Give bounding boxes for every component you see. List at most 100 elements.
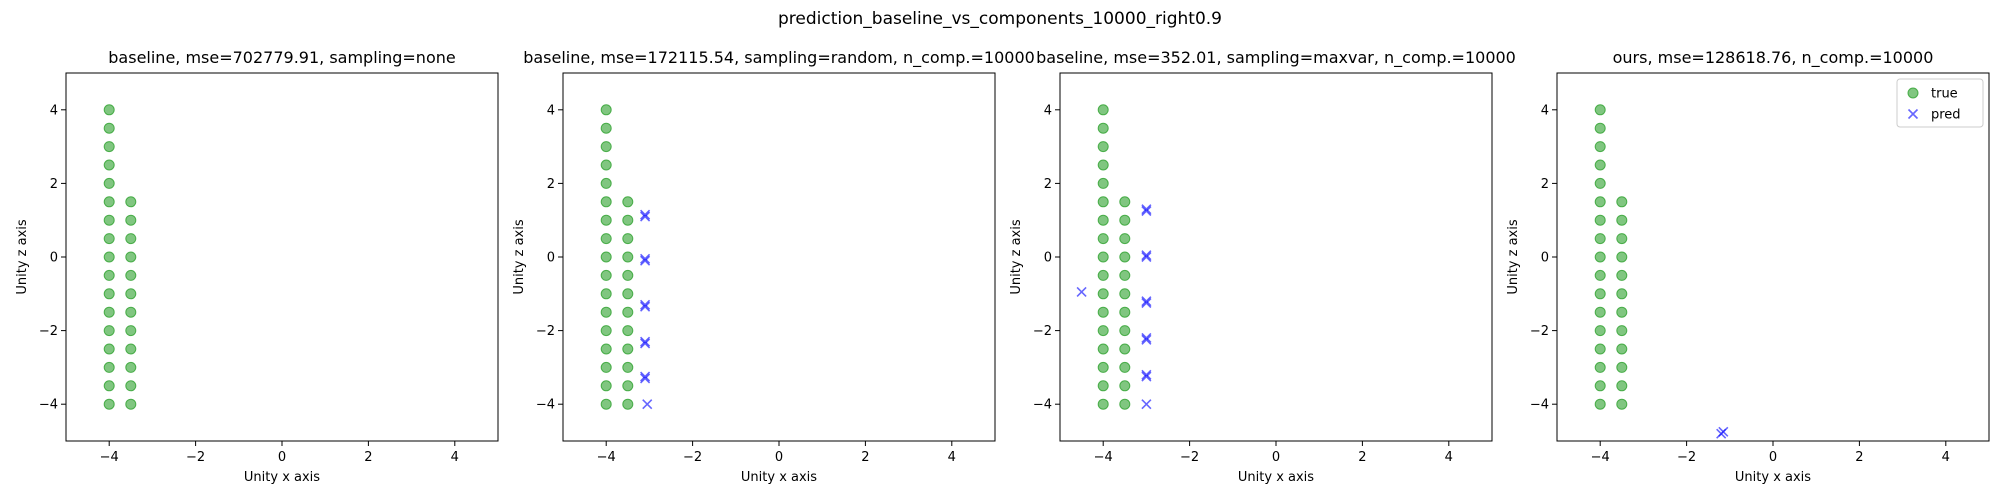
legend-box	[1896, 78, 1984, 128]
pred-point	[640, 336, 651, 347]
true-point	[622, 306, 634, 318]
true-point	[1616, 380, 1628, 392]
y-tick-label: 4	[1044, 103, 1052, 118]
y-tick-label: −2	[39, 324, 58, 339]
true-point	[1097, 343, 1109, 355]
x-tick-label: 4	[1942, 450, 1950, 465]
true-point	[600, 398, 612, 410]
true-point	[1119, 306, 1131, 318]
pred-point	[640, 209, 651, 220]
x-tick-label: −2	[186, 450, 205, 465]
x-tick-label: −4	[100, 450, 119, 465]
true-point	[1594, 141, 1606, 153]
true-point	[125, 398, 137, 410]
true-point	[600, 159, 612, 171]
pred-point	[640, 211, 651, 222]
true-point	[600, 196, 612, 208]
true-point	[1594, 251, 1606, 263]
pred-point	[1141, 334, 1152, 345]
true-point	[1119, 380, 1131, 392]
true-point	[1594, 361, 1606, 373]
pred-point	[1141, 332, 1152, 344]
axes-frame	[1059, 72, 1493, 442]
pred-point	[1141, 204, 1152, 215]
x-axis-label: Unity x axis	[244, 470, 320, 485]
true-point	[125, 196, 137, 208]
true-point	[103, 177, 115, 189]
true-point	[103, 269, 115, 281]
true-point	[125, 325, 137, 337]
true-point	[622, 343, 634, 355]
true-point	[600, 104, 612, 116]
series-true	[103, 104, 137, 410]
true-point	[600, 269, 612, 281]
true-point	[1616, 233, 1628, 245]
true-point	[600, 325, 612, 337]
true-point	[600, 141, 612, 153]
true-point	[1594, 122, 1606, 134]
true-point	[1119, 361, 1131, 373]
true-point	[622, 398, 634, 410]
true-point	[1119, 214, 1131, 226]
true-point	[600, 233, 612, 245]
true-point	[125, 288, 137, 300]
true-point	[103, 251, 115, 263]
x-tick-label: 2	[1358, 450, 1366, 465]
true-point	[1097, 269, 1109, 281]
pred-point	[1076, 286, 1087, 298]
series-pred	[1716, 426, 1729, 439]
subplot-grid: baseline, mse=702779.91, sampling=none −4…	[15, 48, 1990, 485]
true-point	[600, 380, 612, 392]
y-tick-label: −4	[39, 398, 58, 413]
y-tick-label: 4	[547, 103, 555, 118]
true-point	[103, 325, 115, 337]
true-point	[1594, 214, 1606, 226]
true-point	[1097, 196, 1109, 208]
true-point	[1594, 306, 1606, 318]
true-point	[622, 361, 634, 373]
x-tick-label: −2	[1677, 450, 1696, 465]
x-tick-label: 2	[861, 450, 869, 465]
true-point	[125, 269, 137, 281]
axes-frame	[65, 72, 499, 442]
x-tick-label: 2	[364, 450, 372, 465]
true-point	[103, 214, 115, 226]
x-axis-label: Unity x axis	[1735, 470, 1811, 485]
true-point	[125, 233, 137, 245]
true-point	[103, 361, 115, 373]
true-point	[103, 159, 115, 171]
true-point	[103, 343, 115, 355]
true-point	[125, 361, 137, 373]
true-point	[1097, 398, 1109, 410]
true-point	[622, 251, 634, 263]
true-point	[1616, 325, 1628, 337]
true-point	[1616, 306, 1628, 318]
x-tick-label: 2	[1855, 450, 1863, 465]
true-point	[600, 361, 612, 373]
true-point	[622, 269, 634, 281]
y-axis-label: Unity z axis	[1009, 219, 1024, 295]
true-point	[1097, 233, 1109, 245]
true-point	[1616, 361, 1628, 373]
true-point	[1097, 251, 1109, 263]
true-point	[1097, 104, 1109, 116]
true-point	[1616, 343, 1628, 355]
subplot-title: ours, mse=128618.76, n_comp.=10000	[1613, 48, 1934, 68]
y-tick-label: 2	[50, 177, 58, 192]
true-point	[600, 343, 612, 355]
pred-point	[1141, 371, 1152, 382]
figure-title: prediction_baseline_vs_components_10000_…	[778, 9, 1222, 29]
true-point	[103, 233, 115, 245]
pred-point	[640, 299, 651, 310]
true-point	[103, 306, 115, 318]
y-tick-label: 0	[50, 251, 58, 266]
subplot-title: baseline, mse=172115.54, sampling=random…	[523, 48, 1035, 68]
true-point	[125, 380, 137, 392]
legend-label-true: true	[1931, 87, 1958, 102]
true-point	[1119, 251, 1131, 263]
true-point	[103, 141, 115, 153]
y-tick-label: −2	[1530, 324, 1549, 339]
true-point	[1594, 343, 1606, 355]
y-tick-label: 2	[547, 177, 555, 192]
